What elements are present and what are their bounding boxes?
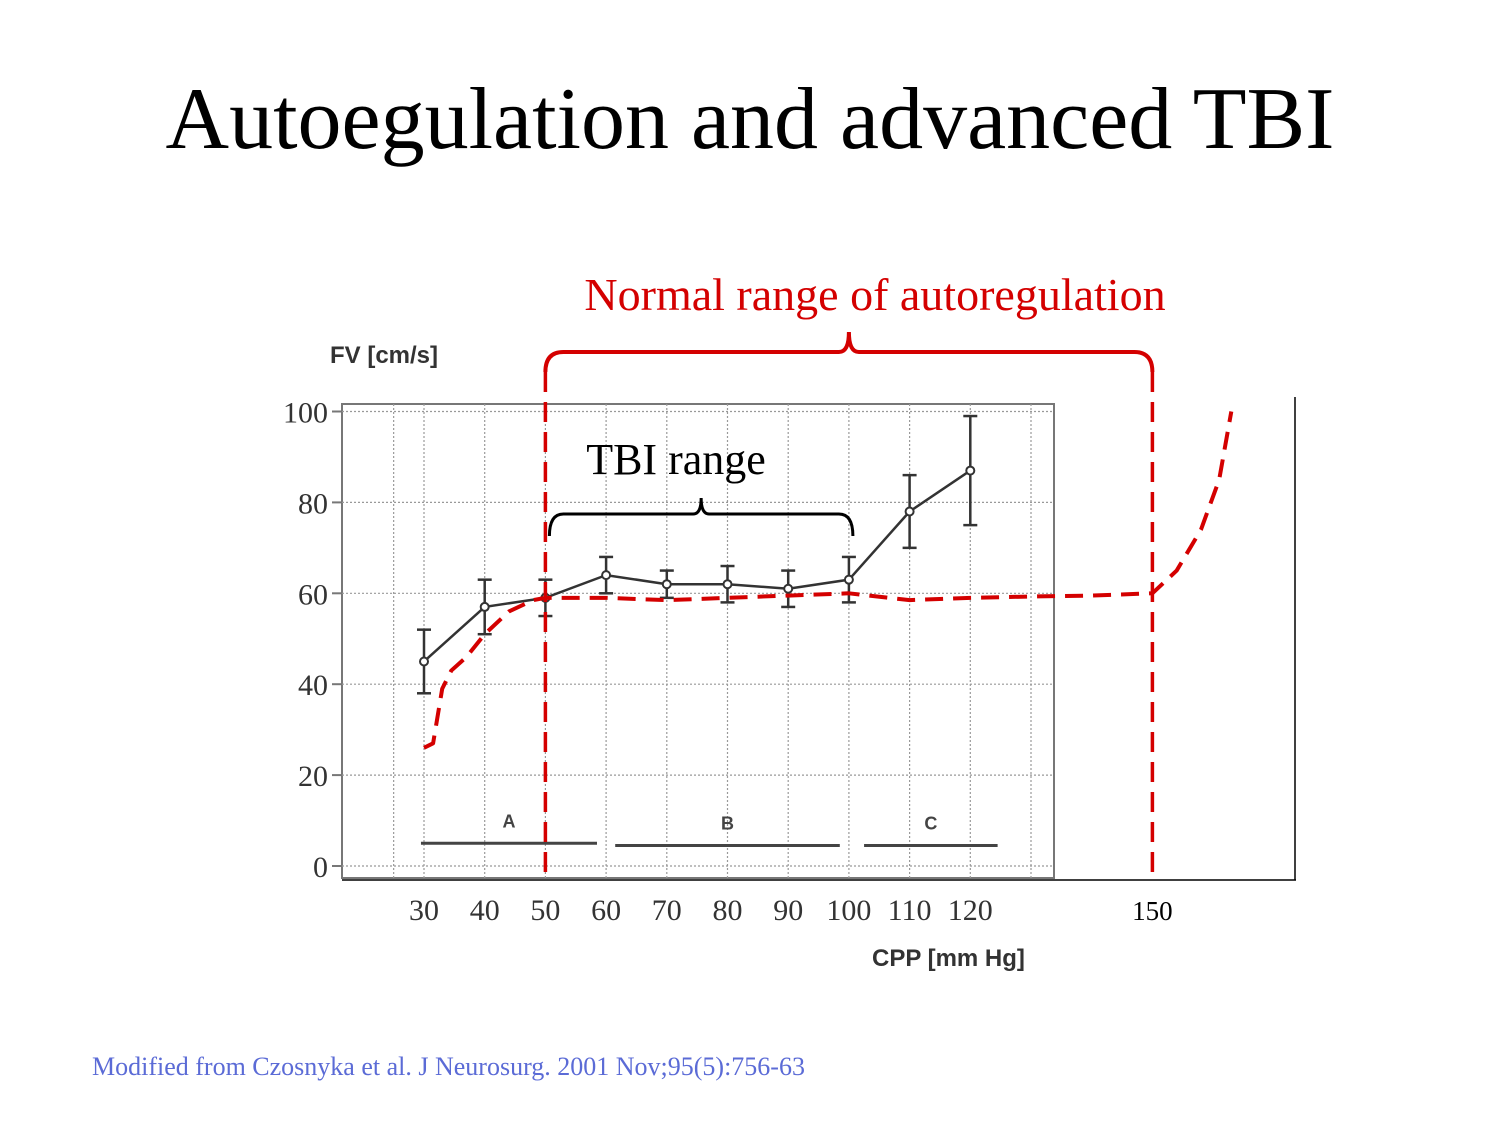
x-tick-label: 120 xyxy=(948,894,993,927)
data-point xyxy=(661,579,672,590)
x-tick-label: 60 xyxy=(591,894,621,927)
y-tick-labels: 0 20 40 60 80 100 xyxy=(283,397,342,884)
data-point xyxy=(419,656,429,667)
region-label-b: B xyxy=(721,814,734,834)
x-tick-label: 100 xyxy=(826,894,871,927)
y-tick-label: 100 xyxy=(283,397,328,430)
x-tick-label: 150 xyxy=(1132,896,1173,926)
data-point xyxy=(722,579,733,590)
data-point xyxy=(479,601,490,612)
series-autoregulation-curve xyxy=(423,411,1234,750)
citation: Modified from Czosnyka et al. J Neurosur… xyxy=(92,1052,805,1081)
x-tick-label: 50 xyxy=(530,894,560,927)
tbi-range-brace xyxy=(547,497,855,537)
data-point xyxy=(965,465,976,476)
x-tick-label: 70 xyxy=(652,894,682,927)
y-tick-label: 80 xyxy=(298,487,328,520)
x-tick-label: 80 xyxy=(713,894,743,927)
normal-range-brace xyxy=(543,331,1155,373)
measured-line xyxy=(423,469,971,663)
data-point xyxy=(783,583,794,594)
x-tick-labels: 30 40 50 60 70 80 90 100 110 120 150 xyxy=(409,894,1173,927)
x-tick-label: 90 xyxy=(773,894,803,927)
region-label-c: C xyxy=(924,814,937,834)
plot-box xyxy=(341,403,1055,879)
range-annotations: Normal range of autoregulation TBI range xyxy=(543,269,1166,876)
region-bars: A B C xyxy=(420,811,998,848)
y-tick-label: 0 xyxy=(313,851,328,884)
chart-frame xyxy=(341,397,1296,881)
y-tick-label: 60 xyxy=(298,578,328,611)
data-point xyxy=(601,570,612,581)
normal-range-label: Normal range of autoregulation xyxy=(584,269,1165,320)
x-tick-label: 110 xyxy=(888,894,932,927)
data-point xyxy=(843,574,854,585)
x-tick-label: 30 xyxy=(409,894,439,927)
tbi-range-label: TBI range xyxy=(586,435,766,484)
data-point xyxy=(904,506,915,517)
autoregulation-curve xyxy=(423,411,1234,750)
chart-grid xyxy=(342,404,1054,878)
slide-title: Autoegulation and advanced TBI xyxy=(165,71,1335,168)
x-axis-label: CPP [mm Hg] xyxy=(872,945,1025,972)
region-label-a: A xyxy=(502,811,515,831)
y-axis-label: FV [cm/s] xyxy=(330,342,438,369)
x-tick-label: 40 xyxy=(470,894,500,927)
y-tick-label: 20 xyxy=(298,760,328,793)
y-tick-label: 40 xyxy=(298,669,328,702)
